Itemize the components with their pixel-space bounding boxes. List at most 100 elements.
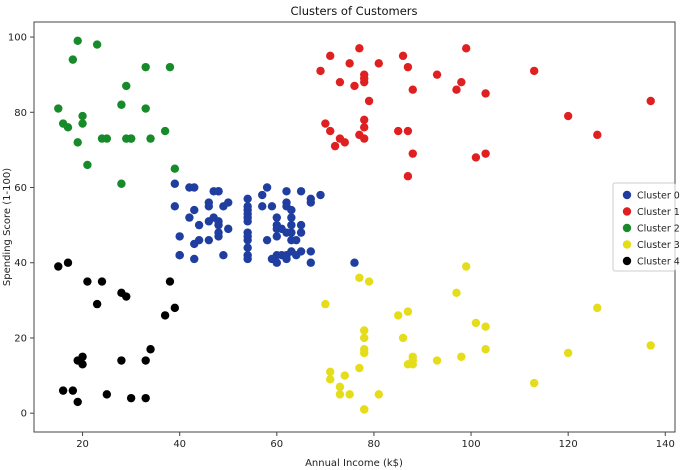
series-cluster-4 — [54, 258, 180, 407]
x-tick-label: 20 — [76, 439, 89, 450]
data-point — [243, 235, 252, 245]
data-point — [355, 273, 364, 282]
legend-marker — [622, 190, 632, 200]
data-point — [194, 235, 204, 245]
data-point — [243, 194, 252, 203]
data-point — [461, 44, 471, 53]
legend-label: Cluster 4 — [637, 257, 680, 268]
data-point — [262, 235, 272, 245]
data-point — [122, 81, 131, 91]
data-point — [340, 371, 349, 380]
data-point — [326, 51, 335, 61]
data-point — [326, 367, 335, 377]
data-point — [78, 111, 87, 121]
data-point — [481, 149, 490, 158]
data-point — [141, 104, 150, 113]
data-point — [355, 44, 364, 53]
data-point — [296, 187, 306, 196]
x-tick-label: 60 — [270, 439, 283, 450]
data-point — [306, 198, 315, 207]
data-point — [73, 36, 82, 46]
data-point — [126, 393, 136, 403]
data-point — [78, 352, 87, 361]
data-point — [63, 258, 73, 267]
legend-box — [612, 182, 676, 272]
data-point — [457, 77, 466, 87]
data-point — [243, 243, 252, 252]
data-point — [243, 217, 252, 226]
data-point — [282, 187, 291, 196]
data-point — [262, 183, 272, 192]
data-point — [204, 235, 214, 245]
data-point — [394, 311, 403, 320]
y-tick-label: 0 — [21, 409, 27, 420]
data-point — [471, 318, 481, 328]
data-point — [529, 66, 539, 76]
data-point — [92, 40, 102, 49]
data-point — [141, 393, 150, 403]
data-point — [481, 345, 490, 354]
data-point — [646, 96, 655, 106]
data-point — [335, 77, 345, 87]
data-point — [287, 213, 296, 222]
y-tick-label: 100 — [8, 33, 27, 44]
data-point — [170, 164, 180, 173]
data-point — [73, 397, 82, 407]
data-point — [403, 126, 413, 136]
data-point — [146, 134, 155, 143]
data-point — [102, 390, 112, 399]
data-point — [54, 104, 63, 113]
data-point — [165, 277, 175, 286]
data-points — [54, 36, 655, 414]
data-point — [122, 292, 131, 301]
series-cluster-0 — [170, 179, 359, 267]
data-point — [258, 202, 267, 211]
data-point — [432, 356, 442, 365]
y-axis-ticks: 0 20 40 60 80 100 — [8, 33, 34, 420]
data-point — [224, 224, 233, 234]
data-point — [146, 345, 155, 354]
data-point — [360, 405, 369, 414]
data-point — [73, 138, 82, 147]
data-point — [335, 390, 345, 399]
data-point — [296, 220, 306, 230]
data-point — [398, 51, 408, 61]
data-point — [175, 251, 184, 260]
data-point — [408, 149, 417, 158]
legend-label: Cluster 1 — [637, 207, 680, 218]
data-point — [481, 322, 490, 331]
data-point — [408, 356, 417, 365]
data-point — [457, 352, 466, 361]
data-point — [350, 81, 359, 91]
data-point — [452, 85, 461, 94]
data-point — [63, 123, 73, 132]
legend: Cluster 0 Cluster 1 Cluster 2 Cluster 3 Clus… — [612, 182, 680, 272]
data-point — [204, 202, 214, 211]
data-point — [102, 134, 112, 143]
data-point — [306, 258, 315, 267]
data-point — [481, 89, 490, 98]
data-point — [141, 356, 150, 365]
data-point — [267, 202, 277, 211]
data-point — [170, 303, 180, 313]
y-tick-label: 20 — [14, 333, 27, 344]
data-point — [461, 262, 471, 271]
data-point — [243, 202, 252, 211]
data-point — [345, 59, 354, 68]
y-axis-label: Spending Score (1-100) — [2, 168, 13, 286]
x-tick-label: 40 — [173, 439, 186, 450]
data-point — [224, 198, 233, 207]
data-point — [68, 55, 78, 64]
y-tick-label: 80 — [14, 108, 27, 119]
chart-title: Clusters of Customers — [290, 4, 417, 18]
y-tick-label: 60 — [14, 183, 27, 194]
data-point — [78, 119, 87, 128]
data-point — [403, 307, 413, 316]
data-point — [452, 288, 461, 298]
data-point — [287, 205, 296, 215]
legend-label: Cluster 0 — [637, 191, 680, 202]
data-point — [326, 375, 335, 384]
data-point — [360, 115, 369, 124]
data-point — [219, 251, 228, 260]
legend-marker — [622, 240, 632, 249]
